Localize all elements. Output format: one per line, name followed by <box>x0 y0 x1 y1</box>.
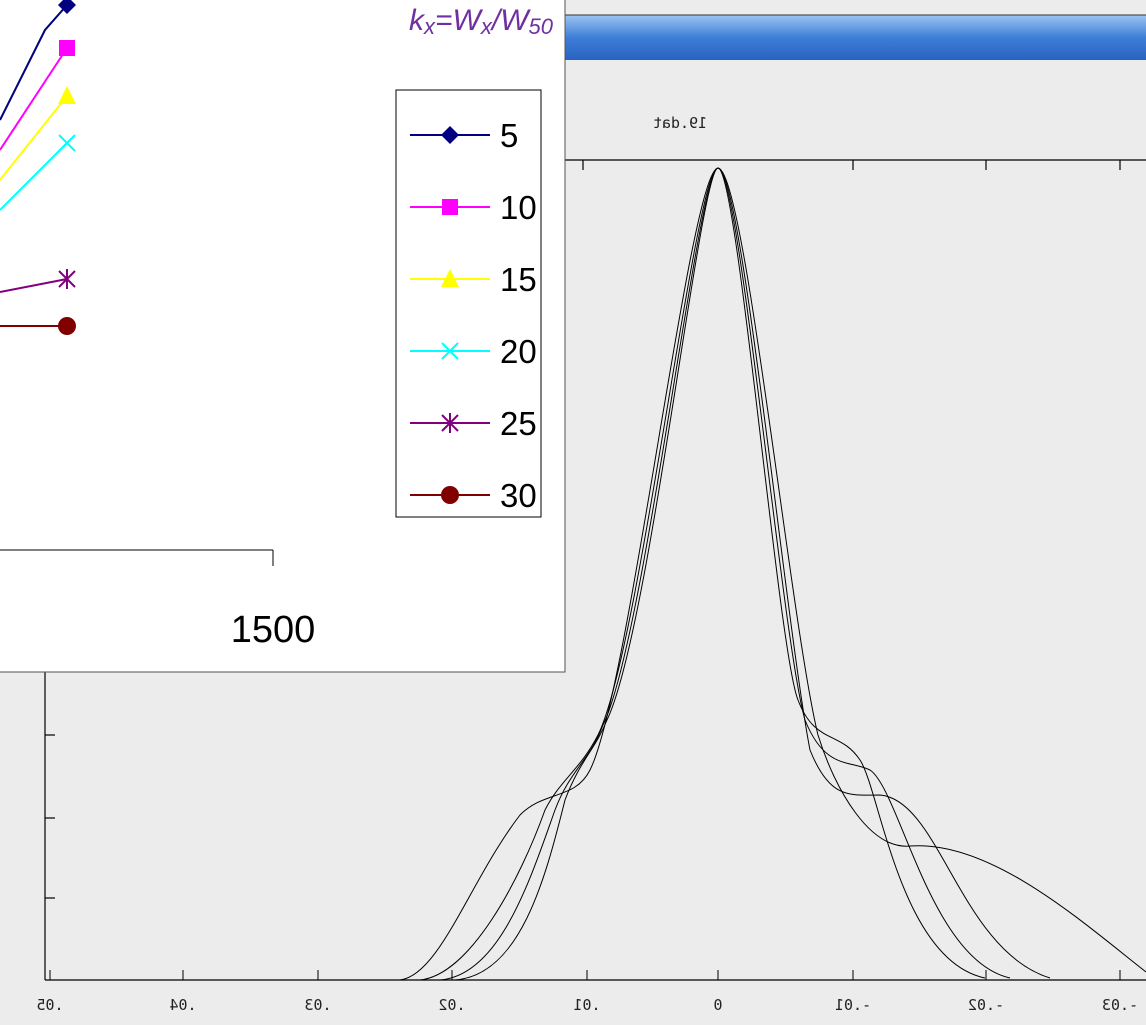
x-tick-labels: .05 .04 .03 .02 .01 0 -.01 -.02 -.03 <box>36 970 1138 1014</box>
title-part: x <box>423 14 436 39</box>
title-part: k <box>409 4 426 37</box>
marker <box>442 199 458 215</box>
legend-label: 30 <box>500 477 537 514</box>
legend-label: 25 <box>500 405 537 442</box>
x-tick-label: 1500 <box>231 609 316 651</box>
marker <box>58 317 76 335</box>
title-part: x <box>480 14 493 39</box>
marker <box>58 0 76 14</box>
legend-label: 10 <box>500 189 537 226</box>
series-line <box>0 4 68 121</box>
legend <box>395 89 542 518</box>
x-tick-label: -.03 <box>1102 996 1138 1014</box>
x-tick-label: 0 <box>713 996 722 1014</box>
legend-label: 20 <box>500 333 537 370</box>
distribution-curves <box>399 167 1146 981</box>
series-lines <box>0 0 76 335</box>
marker <box>58 86 76 104</box>
x-tick-label: .02 <box>438 996 465 1014</box>
x-tick-label: -.02 <box>968 996 1004 1014</box>
file-name: 19.dat <box>653 114 707 132</box>
plot-frame <box>44 159 1146 981</box>
chart-title: kx=Wx/W50 <box>409 4 554 39</box>
title-part: 50 <box>529 14 554 39</box>
marker <box>441 342 459 360</box>
series-line <box>0 142 68 211</box>
x-tick-label: -.01 <box>835 996 871 1014</box>
series-line <box>0 47 68 151</box>
legend-label: 5 <box>500 117 518 154</box>
marker <box>58 134 76 152</box>
title-part: /W <box>490 4 531 37</box>
marker <box>58 269 76 289</box>
x-tick-label: .04 <box>169 996 196 1014</box>
marker <box>441 269 459 287</box>
title-part: =W <box>435 4 484 37</box>
marker <box>441 413 459 433</box>
series-line <box>0 278 68 293</box>
legend-label: 15 <box>500 261 537 298</box>
x-tick-label: .01 <box>573 996 600 1014</box>
series-line <box>0 95 68 181</box>
x-tick-label: .05 <box>36 996 63 1014</box>
marker <box>441 486 459 504</box>
legend-items: 5 10 15 20 25 30 <box>410 117 537 514</box>
marker <box>441 126 459 144</box>
x-tick-label: .03 <box>304 996 331 1014</box>
marker <box>59 40 75 56</box>
